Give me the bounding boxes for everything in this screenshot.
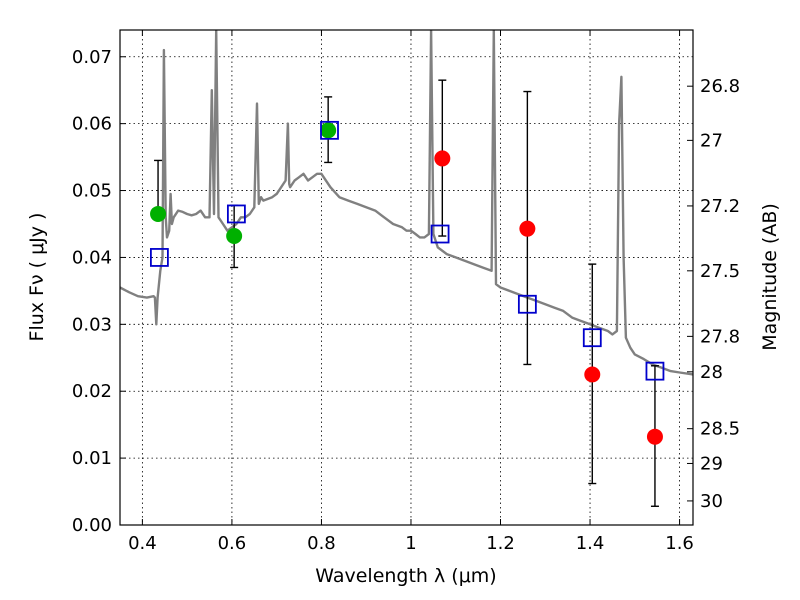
plot-frame <box>119 29 694 526</box>
y-tick-label: 0.00 <box>72 515 112 536</box>
data-point <box>320 122 337 139</box>
y-tick-label: 0.02 <box>72 381 112 402</box>
y-tick-label: 0.05 <box>72 181 112 202</box>
x-tick-label: 1.6 <box>665 533 694 554</box>
series-layer <box>120 30 693 376</box>
x-tick-label: 0.8 <box>307 533 336 554</box>
model-point <box>320 120 339 140</box>
x-tick-label: 0.4 <box>128 533 157 554</box>
model-point <box>430 224 450 244</box>
x-tick-label: 1 <box>405 533 416 554</box>
x-axis-label: Wavelength λ (μm) <box>315 565 496 587</box>
y-axis-label: Flux Fν ( μJy ) <box>26 213 48 342</box>
model-point <box>645 361 665 381</box>
points-layer <box>149 79 665 507</box>
y-tick-label: 0.03 <box>72 314 112 335</box>
y2-axis-label: Magnitude (AB) <box>759 203 781 351</box>
axis-ticks: 0.4 0.6 0.8 1 1.2 1.4 1.6 0.00 0.01 0.02 0.03 0.04 0… <box>72 30 740 554</box>
x-tick-label: 0.6 <box>218 533 247 554</box>
data-point <box>584 366 601 383</box>
y2-tick-label: 27.8 <box>700 326 740 347</box>
y-tick-label: 0.07 <box>72 47 112 68</box>
y2-tick-label: 27.2 <box>700 196 740 217</box>
y2-tick-label: 28.5 <box>700 419 740 440</box>
data-point <box>434 150 451 167</box>
model-point <box>582 328 602 348</box>
model-spectrum-line <box>120 30 693 376</box>
y2-tick-label: 27.5 <box>700 261 740 282</box>
y2-tick-label: 29 <box>700 453 723 474</box>
y2-tick-label: 30 <box>700 491 723 512</box>
model-point <box>226 204 246 224</box>
model-point <box>517 294 537 314</box>
y-tick-label: 0.04 <box>72 247 112 268</box>
y-tick-label: 0.06 <box>72 114 112 135</box>
data-point <box>646 428 663 445</box>
data-point <box>226 228 243 245</box>
model-point <box>149 248 169 267</box>
y-tick-label: 0.01 <box>72 448 112 469</box>
y2-tick-label: 27 <box>700 130 723 151</box>
x-tick-label: 1.4 <box>576 533 605 554</box>
x-tick-label: 1.2 <box>486 533 515 554</box>
y2-tick-label: 26.8 <box>700 76 740 97</box>
y2-tick-label: 28 <box>700 362 723 383</box>
data-point <box>519 220 536 237</box>
data-point <box>150 205 167 222</box>
